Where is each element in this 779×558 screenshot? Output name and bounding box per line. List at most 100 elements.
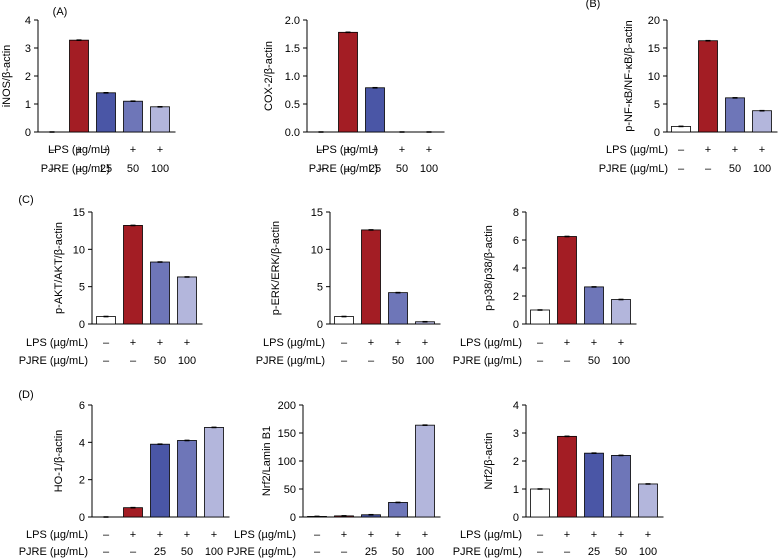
lps-mark: + (422, 337, 428, 349)
lps-row-label: LPS (µg/mL) (234, 529, 296, 541)
pjre-mark: – (564, 355, 571, 367)
pjre-mark: – (345, 163, 352, 175)
y-tick-label: 10 (73, 244, 85, 256)
y-axis-label: iNOS/β-actin (1, 45, 13, 108)
lps-row-label: LPS (µg/mL) (316, 144, 378, 156)
lps-mark: + (591, 529, 597, 541)
pjre-mark: 100 (151, 163, 169, 175)
pjre-mark: 50 (154, 355, 166, 367)
pjre-row-label: PJRE (µg/mL) (309, 163, 378, 175)
pjre-mark: 100 (753, 163, 771, 175)
lps-mark: + (705, 144, 711, 156)
pjre-mark: 25 (100, 163, 112, 175)
y-tick-label: 0.5 (285, 99, 300, 111)
bar (69, 39, 89, 133)
pjre-mark: 50 (588, 355, 600, 367)
y-tick-label: 2 (513, 291, 519, 303)
pjre-mark: 100 (178, 355, 196, 367)
y-axis-label: HO-1/β-actin (53, 430, 65, 493)
lps-mark: + (618, 529, 624, 541)
bar (204, 426, 224, 518)
y-tick-label: 2 (79, 475, 85, 487)
lps-mark: + (157, 529, 163, 541)
lps-mark: + (368, 529, 374, 541)
lps-mark: – (49, 144, 56, 156)
lps-mark: + (732, 144, 738, 156)
lps-row-label: LPS (µg/mL) (48, 144, 110, 156)
pjre-mark: – (130, 546, 137, 558)
bar (177, 440, 197, 518)
bar (530, 309, 550, 325)
lps-mark: + (372, 144, 378, 156)
pjre-mark: 50 (392, 546, 404, 558)
pjre-mark: 100 (612, 355, 630, 367)
pjre-mark: – (76, 163, 83, 175)
lps-mark: + (395, 529, 401, 541)
lps-mark: – (341, 337, 348, 349)
pjre-mark: 100 (416, 355, 434, 367)
bar (415, 424, 435, 518)
lps-row-label: LPS (µg/mL) (26, 337, 88, 349)
pjre-mark: 50 (729, 163, 741, 175)
lps-mark: – (537, 529, 544, 541)
y-tick-label: 50 (284, 484, 296, 496)
pjre-mark: 50 (392, 355, 404, 367)
pjre-row-label: PJRE (µg/mL) (256, 355, 325, 367)
pjre-mark: – (368, 355, 375, 367)
y-tick-label: 5 (317, 282, 323, 294)
bar (334, 316, 354, 325)
y-tick-label: 8 (513, 207, 519, 219)
bar (150, 261, 170, 325)
pjre-mark: 100 (420, 163, 438, 175)
pjre-mark: 100 (416, 546, 434, 558)
y-tick-label: 3 (513, 428, 519, 440)
bar (96, 92, 116, 133)
bar (698, 40, 718, 133)
panel-letter: (A) (53, 6, 68, 18)
lps-mark: + (422, 529, 428, 541)
bar (752, 110, 772, 133)
pjre-mark: – (103, 546, 110, 558)
bar (96, 316, 116, 325)
bar (123, 100, 143, 133)
y-tick-label: 200 (278, 400, 296, 412)
y-axis-label: COX-2/β-actin (263, 41, 275, 111)
bar (557, 435, 577, 518)
y-tick-label: 4 (513, 400, 519, 412)
lps-mark: + (76, 144, 82, 156)
bar (584, 286, 604, 325)
y-tick-label: 1.0 (285, 71, 300, 83)
y-tick-label: 0 (317, 319, 323, 331)
bar (671, 126, 691, 133)
lps-mark: + (345, 144, 351, 156)
lps-mark: + (564, 529, 570, 541)
y-axis-label: Nrf2/Lamin B1 (261, 426, 273, 496)
pjre-mark: 25 (154, 546, 166, 558)
pjre-mark: – (103, 355, 110, 367)
y-axis-label: p-AKT/AKT/β-actin (53, 222, 65, 314)
lps-mark: + (184, 529, 190, 541)
pjre-mark: – (537, 355, 544, 367)
lps-mark: + (184, 337, 190, 349)
pjre-row-label: PJRE (µg/mL) (19, 355, 88, 367)
panel-letter: (B) (586, 0, 601, 10)
y-tick-label: 1.5 (285, 43, 300, 55)
lps-mark: – (537, 337, 544, 349)
y-axis-label: Nrf2/β-actin (483, 432, 495, 489)
y-axis-label: p-NF-κB/NF-κB/β-actin (623, 20, 635, 131)
lps-row-label: LPS (µg/mL) (26, 529, 88, 541)
bar (150, 443, 170, 518)
bar (530, 488, 550, 518)
pjre-mark: – (537, 546, 544, 558)
y-tick-label: 0 (79, 319, 85, 331)
y-tick-label: 5 (654, 99, 660, 111)
pjre-row-label: PJRE (µg/mL) (453, 546, 522, 558)
bar (150, 106, 170, 133)
pjre-row-label: PJRE (µg/mL) (453, 355, 522, 367)
bar (338, 31, 358, 133)
pjre-row-label: PJRE (µg/mL) (41, 163, 110, 175)
y-tick-label: 4 (25, 15, 31, 27)
pjre-mark: – (678, 163, 685, 175)
lps-mark: + (645, 529, 651, 541)
